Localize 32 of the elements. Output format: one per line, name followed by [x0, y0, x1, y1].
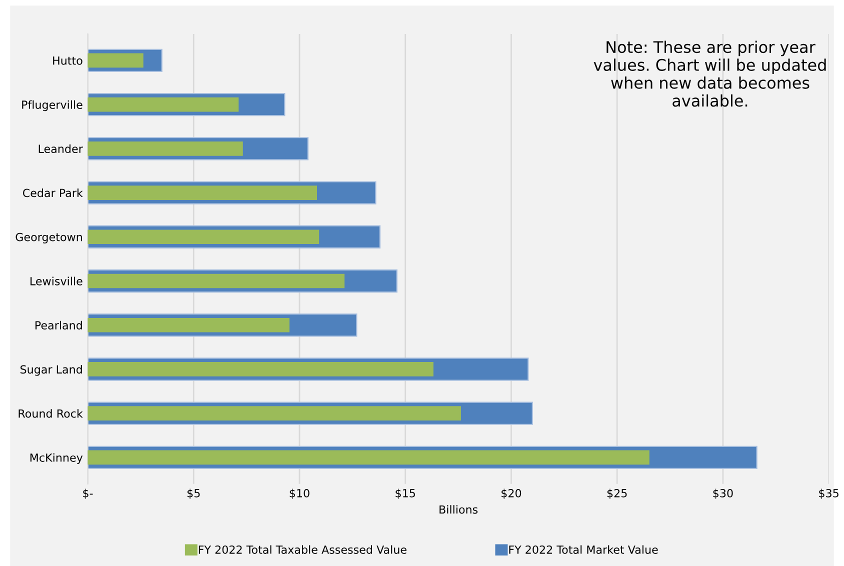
legend-label: FY 2022 Total Market Value [509, 545, 658, 554]
y-tick-label: Georgetown [16, 232, 82, 244]
annotation: Note: These are prior year values. Chart will be updated when new data becomes available. [594, 40, 826, 107]
y-tick-label: Cedar Park [22, 188, 83, 198]
y-tick-label: Pflugerville [22, 100, 82, 112]
bar [88, 362, 434, 376]
bar [88, 53, 144, 68]
x-tick-label: $25 [607, 488, 627, 499]
x-tick-label: $30 [713, 488, 733, 499]
bar [88, 141, 243, 156]
x-tick-label: $15 [396, 488, 415, 499]
bar [88, 186, 317, 200]
x-tick-label: $- [83, 488, 93, 499]
bar [88, 97, 239, 112]
y-tick-label: Pearland [36, 320, 82, 330]
bar [88, 318, 290, 332]
bar [88, 230, 320, 244]
x-axis-title: Billions [440, 505, 478, 514]
y-tick-label: Sugar Land [20, 365, 82, 376]
y-tick-label: Round Rock [18, 409, 83, 418]
y-tick-label: Lewisville [30, 276, 82, 286]
legend-label: FY 2022 Total Taxable Assessed Value [198, 545, 406, 554]
x-tick-label: $20 [502, 488, 522, 499]
bar [88, 406, 461, 421]
bar [88, 450, 650, 465]
bar [88, 274, 345, 288]
y-tick-label: Leander [38, 144, 83, 154]
x-tick-label: $35 [819, 488, 838, 499]
x-tick-label: $10 [290, 488, 310, 499]
x-tick-label: $5 [187, 488, 200, 499]
y-tick-label: Hutto [53, 56, 82, 65]
y-tick-label: McKinney [30, 453, 83, 464]
